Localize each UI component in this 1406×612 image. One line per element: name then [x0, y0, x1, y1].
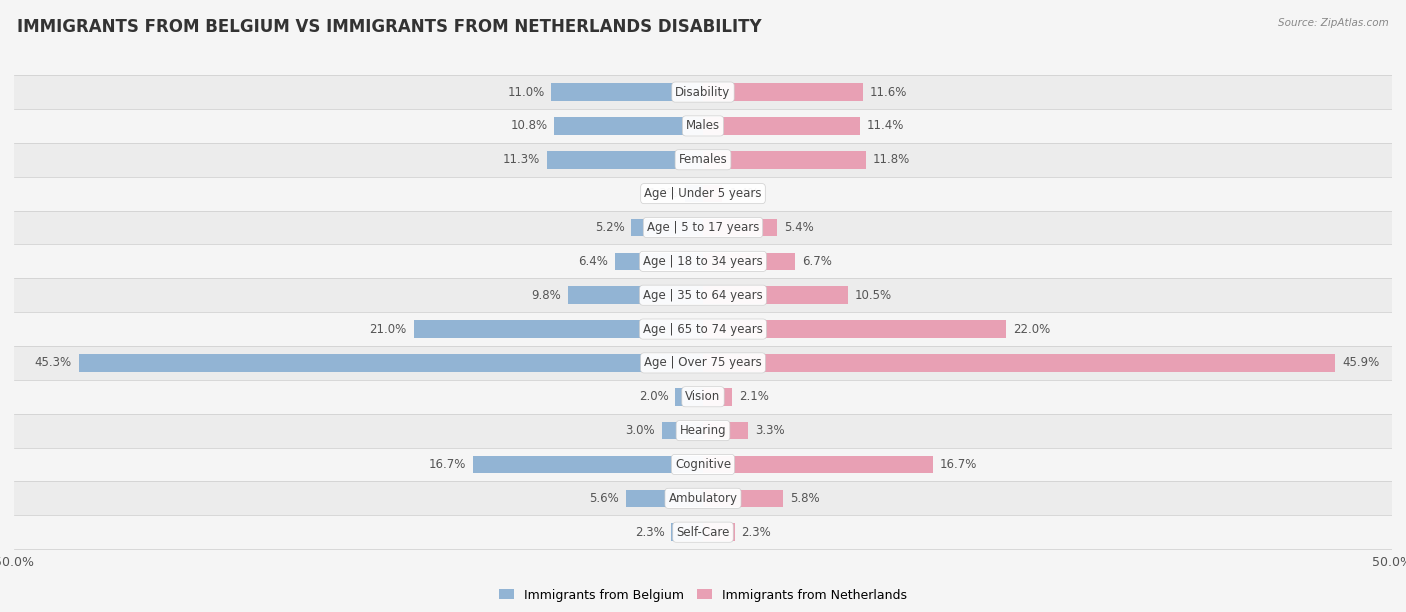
Bar — [14, 380, 1392, 414]
Text: 3.0%: 3.0% — [626, 424, 655, 437]
Bar — [703, 523, 735, 541]
Bar — [703, 456, 934, 473]
Bar — [554, 117, 703, 135]
Text: 1.4%: 1.4% — [730, 187, 759, 200]
Text: Disability: Disability — [675, 86, 731, 99]
Text: Age | Over 75 years: Age | Over 75 years — [644, 356, 762, 370]
Text: 3.3%: 3.3% — [755, 424, 785, 437]
Bar — [703, 253, 796, 270]
Text: Age | 18 to 34 years: Age | 18 to 34 years — [643, 255, 763, 268]
Bar — [703, 117, 860, 135]
Text: 6.4%: 6.4% — [578, 255, 607, 268]
Bar — [703, 185, 723, 203]
Text: 6.7%: 6.7% — [803, 255, 832, 268]
Text: Ambulatory: Ambulatory — [668, 492, 738, 505]
Bar — [703, 286, 848, 304]
Bar — [14, 312, 1392, 346]
Bar — [631, 218, 703, 236]
Bar — [703, 354, 1336, 371]
Bar — [547, 151, 703, 168]
Text: Source: ZipAtlas.com: Source: ZipAtlas.com — [1278, 18, 1389, 28]
Bar — [703, 422, 748, 439]
Bar — [14, 143, 1392, 177]
Bar — [14, 414, 1392, 447]
Bar — [14, 482, 1392, 515]
Bar — [703, 490, 783, 507]
Text: 45.3%: 45.3% — [35, 356, 72, 370]
Text: 5.4%: 5.4% — [785, 221, 814, 234]
Text: 2.3%: 2.3% — [634, 526, 665, 539]
Text: 11.8%: 11.8% — [873, 153, 910, 166]
Bar — [14, 244, 1392, 278]
Bar — [551, 83, 703, 101]
Text: 9.8%: 9.8% — [531, 289, 561, 302]
Bar — [703, 388, 733, 406]
Bar — [14, 177, 1392, 211]
Text: 2.3%: 2.3% — [741, 526, 772, 539]
Bar — [703, 151, 866, 168]
Bar — [703, 218, 778, 236]
Bar — [675, 388, 703, 406]
Text: IMMIGRANTS FROM BELGIUM VS IMMIGRANTS FROM NETHERLANDS DISABILITY: IMMIGRANTS FROM BELGIUM VS IMMIGRANTS FR… — [17, 18, 762, 36]
Text: Age | 65 to 74 years: Age | 65 to 74 years — [643, 323, 763, 335]
Bar — [614, 253, 703, 270]
Bar — [14, 278, 1392, 312]
Bar — [413, 320, 703, 338]
Text: Males: Males — [686, 119, 720, 132]
Text: Age | 5 to 17 years: Age | 5 to 17 years — [647, 221, 759, 234]
Bar — [703, 83, 863, 101]
Text: 5.8%: 5.8% — [790, 492, 820, 505]
Text: 5.2%: 5.2% — [595, 221, 624, 234]
Text: 2.0%: 2.0% — [638, 390, 669, 403]
Bar — [14, 109, 1392, 143]
Bar — [14, 515, 1392, 549]
Text: Age | Under 5 years: Age | Under 5 years — [644, 187, 762, 200]
Text: 11.6%: 11.6% — [870, 86, 907, 99]
Bar — [671, 523, 703, 541]
Bar — [14, 211, 1392, 244]
Bar — [685, 185, 703, 203]
Text: Age | 35 to 64 years: Age | 35 to 64 years — [643, 289, 763, 302]
Bar — [14, 75, 1392, 109]
Bar — [14, 447, 1392, 482]
Bar — [626, 490, 703, 507]
Text: 22.0%: 22.0% — [1012, 323, 1050, 335]
Text: Self-Care: Self-Care — [676, 526, 730, 539]
Bar — [472, 456, 703, 473]
Text: 11.0%: 11.0% — [508, 86, 544, 99]
Bar — [703, 320, 1007, 338]
Bar — [79, 354, 703, 371]
Text: 45.9%: 45.9% — [1343, 356, 1379, 370]
Text: 10.5%: 10.5% — [855, 289, 891, 302]
Text: 11.4%: 11.4% — [868, 119, 904, 132]
Bar — [662, 422, 703, 439]
Text: 21.0%: 21.0% — [370, 323, 406, 335]
Text: 5.6%: 5.6% — [589, 492, 619, 505]
Text: 2.1%: 2.1% — [738, 390, 769, 403]
Text: 1.3%: 1.3% — [648, 187, 678, 200]
Text: 16.7%: 16.7% — [941, 458, 977, 471]
Text: Vision: Vision — [685, 390, 721, 403]
Text: Hearing: Hearing — [679, 424, 727, 437]
Text: Females: Females — [679, 153, 727, 166]
Text: 16.7%: 16.7% — [429, 458, 465, 471]
Text: 11.3%: 11.3% — [503, 153, 540, 166]
Bar — [14, 346, 1392, 380]
Bar — [568, 286, 703, 304]
Text: Cognitive: Cognitive — [675, 458, 731, 471]
Legend: Immigrants from Belgium, Immigrants from Netherlands: Immigrants from Belgium, Immigrants from… — [495, 584, 911, 606]
Text: 10.8%: 10.8% — [510, 119, 547, 132]
